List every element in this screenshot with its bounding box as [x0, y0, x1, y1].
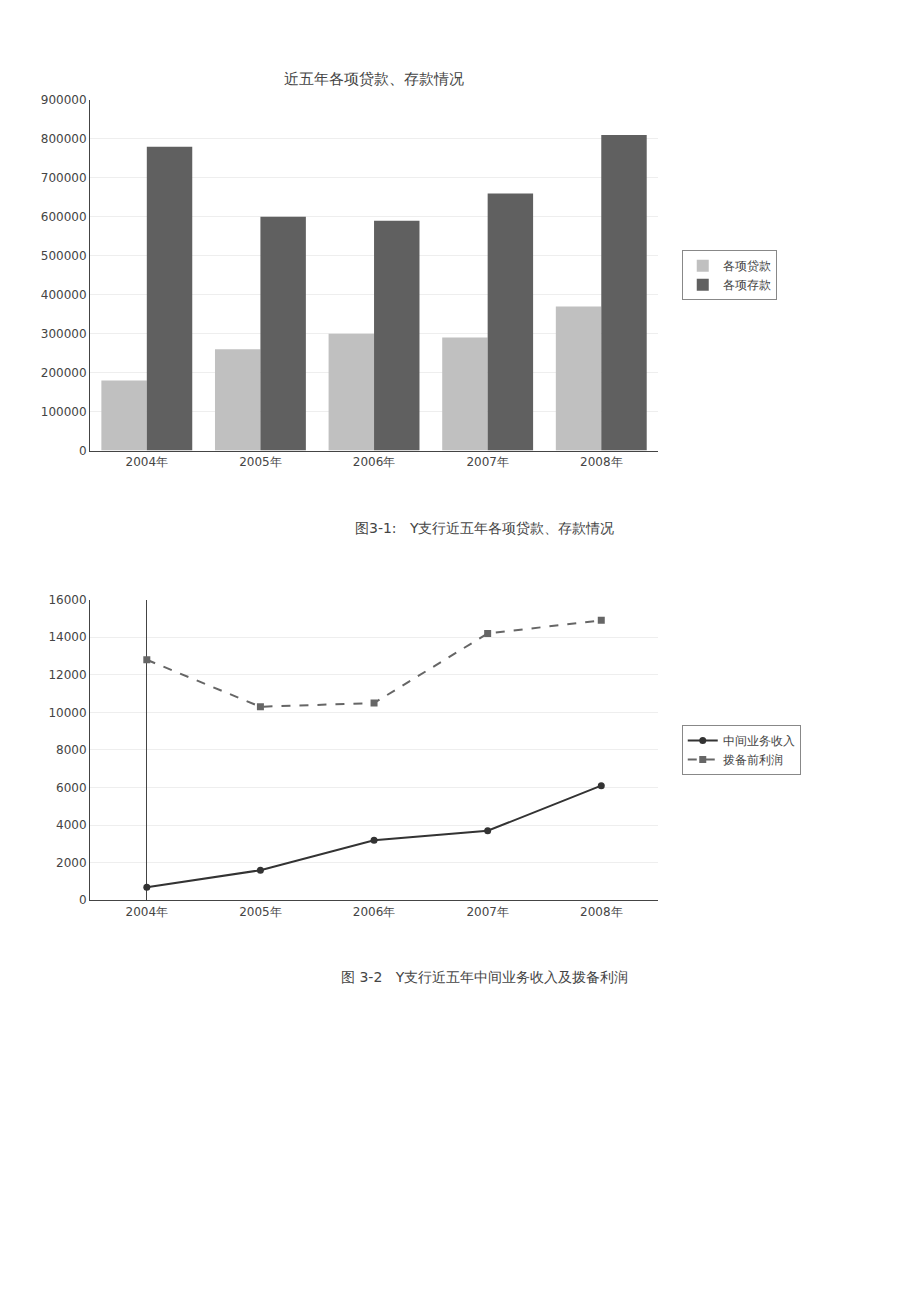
svg-text:2007年: 2007年: [466, 905, 509, 919]
svg-text:8000: 8000: [56, 743, 87, 757]
svg-text:2000: 2000: [56, 856, 87, 870]
svg-text:2005年: 2005年: [239, 455, 282, 469]
svg-text:900000: 900000: [41, 93, 87, 107]
svg-text:400000: 400000: [41, 288, 87, 302]
svg-text:300000: 300000: [41, 327, 87, 341]
svg-text:0: 0: [79, 444, 87, 458]
svg-text:2008年: 2008年: [580, 905, 623, 919]
svg-text:700000: 700000: [41, 171, 87, 185]
svg-text:200000: 200000: [41, 366, 87, 380]
svg-text:500000: 500000: [41, 249, 87, 263]
svg-text:6000: 6000: [56, 781, 87, 795]
svg-text:各项存款: 各项存款: [723, 278, 771, 292]
svg-text:中间业务收入: 中间业务收入: [723, 734, 795, 748]
svg-text:各项贷款: 各项贷款: [723, 259, 771, 273]
svg-text:2006年: 2006年: [353, 905, 396, 919]
svg-text:12000: 12000: [48, 668, 86, 682]
svg-text:600000: 600000: [41, 210, 87, 224]
svg-text:图 3-2 Y支行近五年中间业务收入及拨备利润: 图 3-2 Y支行近五年中间业务收入及拨备利润: [341, 969, 628, 985]
svg-text:2008年: 2008年: [580, 455, 623, 469]
svg-text:800000: 800000: [41, 132, 87, 146]
svg-text:图3-1: Y支行近五年各项贷款、存款情况: 图3-1: Y支行近五年各项贷款、存款情况: [355, 520, 615, 536]
svg-text:拨备前利润: 拨备前利润: [723, 753, 783, 767]
svg-text:2006年: 2006年: [353, 455, 396, 469]
svg-text:4000: 4000: [56, 818, 87, 832]
svg-text:2004年: 2004年: [126, 455, 169, 469]
svg-text:10000: 10000: [48, 706, 86, 720]
svg-text:16000: 16000: [48, 593, 86, 607]
svg-text:近五年各项贷款、存款情况: 近五年各项贷款、存款情况: [284, 70, 464, 88]
svg-text:100000: 100000: [41, 405, 87, 419]
svg-text:0: 0: [79, 893, 87, 907]
svg-text:2004年: 2004年: [126, 905, 169, 919]
svg-text:14000: 14000: [48, 630, 86, 644]
svg-text:2005年: 2005年: [239, 905, 282, 919]
svg-text:2007年: 2007年: [466, 455, 509, 469]
